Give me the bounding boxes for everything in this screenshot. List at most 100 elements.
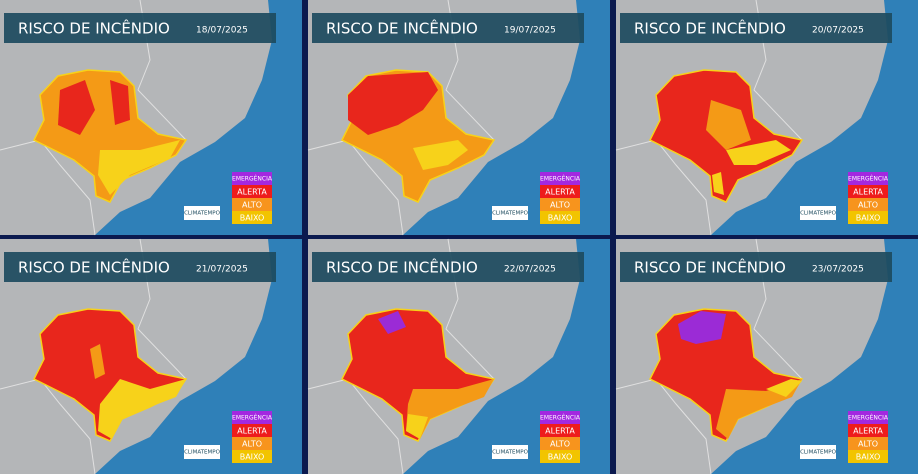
risk-area (348, 72, 438, 135)
date: 20/07/2025 (812, 26, 864, 36)
legend-label: ALERTA (853, 188, 883, 197)
logo: CLIMATEMPO (492, 450, 529, 456)
risk-area (90, 344, 105, 379)
logo: CLIMATEMPO (800, 211, 837, 217)
legend-swatch (540, 437, 580, 450)
border-line (307, 378, 404, 474)
legend-swatch (232, 185, 272, 198)
legend-swatch (848, 437, 888, 450)
title: RISCO DE INCÊNDIO (18, 258, 170, 277)
risk-area (406, 414, 428, 439)
logo-box (184, 445, 220, 459)
title-banner (312, 13, 584, 43)
legend-label: ALERTA (545, 427, 575, 436)
legend-swatch (540, 411, 580, 424)
title-banner (4, 13, 276, 43)
legend-swatch (232, 411, 272, 424)
date: 23/07/2025 (812, 265, 864, 275)
legend-label: EMERGÊNCIA (848, 175, 889, 183)
risk-area (98, 140, 180, 195)
logo: CLIMATEMPO (800, 450, 837, 456)
legend-swatch (232, 450, 272, 463)
map-panel: RISCO DE INCÊNDIO 23/07/2025 EMERGÊNCIA ALE… (615, 238, 918, 474)
map-panel: RISCO DE INCÊNDIO 19/07/2025 EMERGÊNCIA ALE… (307, 0, 610, 236)
legend-label: ALERTA (853, 427, 883, 436)
legend-label: EMERGÊNCIA (848, 414, 889, 422)
legend-swatch (232, 424, 272, 437)
legend-swatch (540, 172, 580, 185)
risk-area (98, 379, 186, 439)
legend-label: ALERTA (545, 188, 575, 197)
logo-box (492, 445, 528, 459)
legend-label: ALERTA (237, 427, 267, 436)
date: 19/07/2025 (504, 26, 556, 36)
legend-label: ALTO (550, 201, 570, 210)
risk-area (678, 311, 726, 344)
legend-swatch (232, 172, 272, 185)
title: RISCO DE INCÊNDIO (18, 19, 170, 38)
border-line (0, 378, 96, 474)
legend-swatch (540, 450, 580, 463)
legend-label: EMERGÊNCIA (540, 414, 581, 422)
title-banner (4, 252, 276, 282)
legend-swatch (540, 211, 580, 224)
title-banner (312, 252, 584, 282)
legend-swatch (232, 198, 272, 211)
logo: CLIMATEMPO (492, 211, 529, 217)
title: RISCO DE INCÊNDIO (326, 19, 478, 38)
legend-swatch (540, 198, 580, 211)
risk-area (706, 100, 751, 150)
risk-area (766, 379, 802, 397)
risk-area (58, 80, 95, 135)
legend-label: EMERGÊNCIA (232, 175, 273, 183)
legend-label: BAIXO (548, 453, 573, 462)
title-banner (620, 13, 892, 43)
date: 18/07/2025 (196, 26, 248, 36)
legend-swatch (848, 411, 888, 424)
logo: CLIMATEMPO (184, 211, 221, 217)
legend-label: ALTO (242, 440, 262, 449)
legend-label: BAIXO (856, 453, 881, 462)
border-line (615, 378, 712, 474)
map-panel: RISCO DE INCÊNDIO 18/07/2025 EMERGÊNCIA ALE… (0, 0, 302, 236)
border-line (307, 139, 404, 236)
border-line (615, 139, 712, 236)
logo-box (800, 206, 836, 220)
date: 22/07/2025 (504, 265, 556, 275)
legend-label: BAIXO (856, 214, 881, 223)
legend-swatch (848, 172, 888, 185)
legend-swatch (232, 211, 272, 224)
risk-area (378, 311, 406, 334)
legend-label: EMERGÊNCIA (540, 175, 581, 183)
logo-box (184, 206, 220, 220)
map-panel: RISCO DE INCÊNDIO 21/07/2025 EMERGÊNCIA ALE… (0, 238, 302, 474)
logo-box (492, 206, 528, 220)
legend-swatch (848, 424, 888, 437)
border-line (0, 139, 96, 236)
risk-area (413, 140, 468, 170)
legend-label: ALERTA (237, 188, 267, 197)
legend-label: EMERGÊNCIA (232, 414, 273, 422)
title: RISCO DE INCÊNDIO (326, 258, 478, 277)
map-panel: RISCO DE INCÊNDIO 22/07/2025 EMERGÊNCIA ALE… (307, 238, 610, 474)
legend-label: BAIXO (240, 214, 265, 223)
title: RISCO DE INCÊNDIO (634, 19, 786, 38)
risk-area (712, 172, 724, 195)
logo: CLIMATEMPO (184, 450, 221, 456)
date: 21/07/2025 (196, 265, 248, 275)
risk-area (110, 80, 130, 125)
legend-swatch (232, 437, 272, 450)
legend-label: ALTO (858, 440, 878, 449)
risk-area (406, 379, 494, 439)
title-banner (620, 252, 892, 282)
legend-swatch (848, 185, 888, 198)
legend-label: ALTO (858, 201, 878, 210)
legend-swatch (540, 424, 580, 437)
legend-swatch (848, 211, 888, 224)
legend-swatch (848, 198, 888, 211)
map-panel: RISCO DE INCÊNDIO 20/07/2025 EMERGÊNCIA ALE… (615, 0, 918, 236)
legend-label: BAIXO (548, 214, 573, 223)
risk-area (726, 140, 791, 165)
logo-box (800, 445, 836, 459)
